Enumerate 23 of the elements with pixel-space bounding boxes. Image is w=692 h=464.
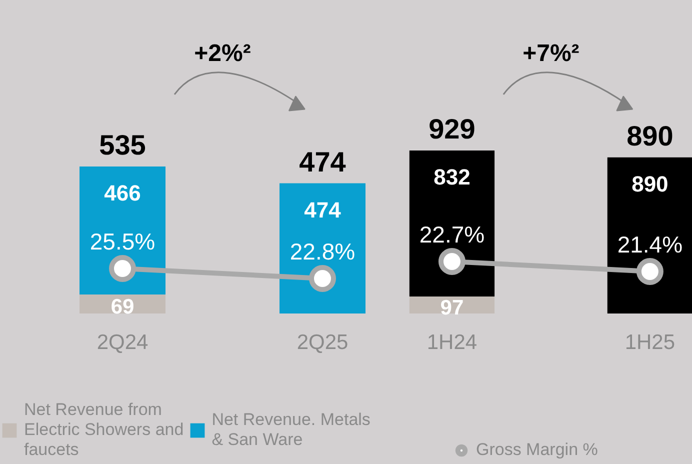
x-tick-label: 1H24 [426, 331, 478, 354]
data-label: 97 [440, 296, 464, 320]
x-tick-label: 2Q24 [96, 331, 149, 354]
data-label: 21.4% [617, 232, 683, 258]
total-label: 890 [626, 120, 674, 152]
total-label: 474 [299, 146, 346, 178]
total-label: 535 [99, 130, 146, 161]
x-tick-label: 1H25 [624, 331, 676, 354]
legend-label: Net Revenue. Metals & San Ware [212, 410, 370, 450]
data-label: 832 [434, 164, 470, 190]
x-tick-label: 2Q25 [296, 331, 348, 354]
data-label: 22.7% [419, 221, 485, 248]
text: +2%² [194, 40, 251, 68]
data-label: 466 [104, 180, 141, 206]
data-label: 69 [110, 296, 134, 319]
text: +7%² [522, 40, 580, 68]
total-label: 929 [428, 113, 476, 144]
legend-label: Gross Margin % [476, 440, 598, 460]
data-label: 22.8% [290, 238, 356, 264]
data-label: 890 [632, 171, 668, 196]
legend-label: Net Revenue from Electric Showers and faucets [24, 400, 184, 460]
data-label: 25.5% [90, 228, 156, 255]
data-label: 474 [304, 197, 342, 222]
